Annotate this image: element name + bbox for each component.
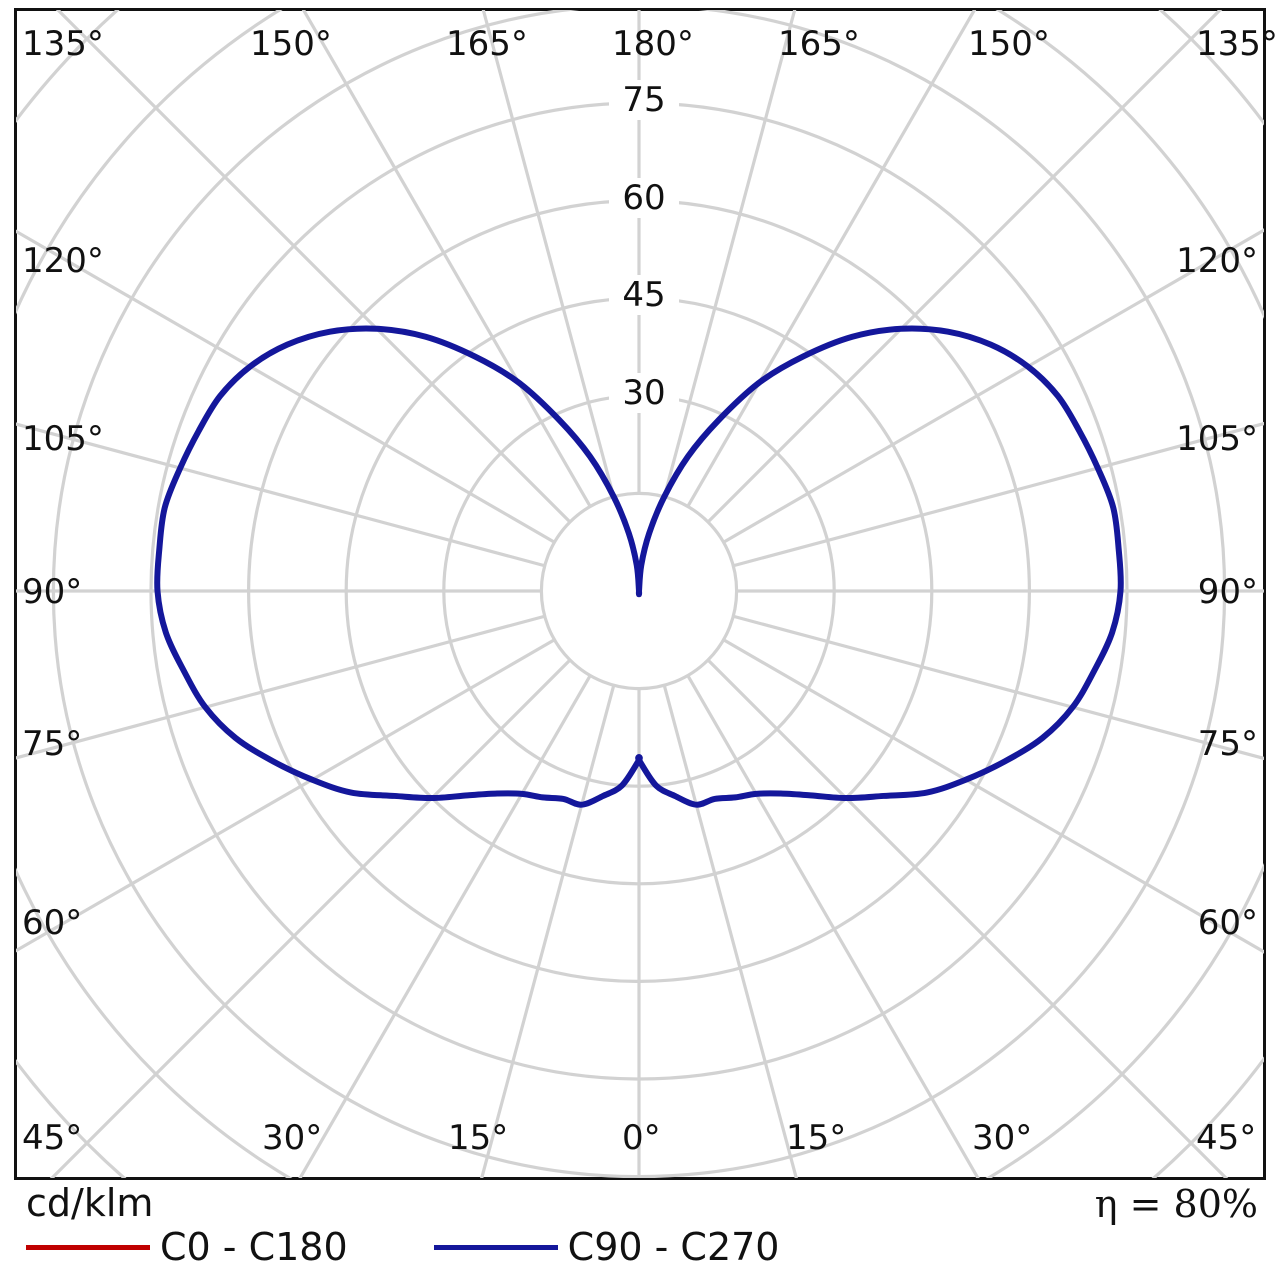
unit-label: cd/klm	[26, 1181, 154, 1225]
grid-spoke-120-left	[16, 229, 556, 544]
angle-label-right-3: 75°	[1197, 724, 1258, 764]
grid-spoke-60-right	[722, 638, 1264, 954]
legend-label-c0-c180: C0 - C180	[160, 1225, 348, 1269]
grid-spoke-150-right	[686, 10, 977, 508]
angle-label-left-3: 75°	[22, 724, 83, 764]
angle-label-right-2: 90°	[1197, 572, 1258, 612]
grid-spoke-75-right	[732, 614, 1264, 761]
angle-label-top-4: 165°	[778, 24, 860, 64]
angle-label-top-6: 135°	[1196, 24, 1278, 64]
angle-label-bottom-3: 0°	[622, 1118, 661, 1158]
angle-label-top-5: 150°	[968, 24, 1050, 64]
grid-spoke-60-left	[16, 638, 556, 953]
grid-spoke-105-left	[16, 422, 546, 568]
legend-label-c90-c270: C90 - C270	[567, 1225, 780, 1269]
radial-tick-60: 60	[609, 177, 679, 218]
legend-item-c0-c180: C0 - C180	[26, 1228, 348, 1266]
grid-spoke-75-left	[16, 614, 546, 760]
curve-c90-c270	[154, 325, 1124, 808]
intensity-curves	[154, 325, 1124, 808]
legend-swatch-c0-c180	[26, 1244, 150, 1250]
angle-label-bottom-6: 45°	[1196, 1118, 1257, 1158]
angle-label-bottom-5: 30°	[972, 1118, 1033, 1158]
angle-label-bottom-1: 30°	[262, 1118, 323, 1158]
legend: C0 - C180 C90 - C270	[26, 1228, 779, 1266]
chart-footer: cd/klm η = 80% C0 - C180 C90 - C270	[0, 1180, 1280, 1280]
grid-spoke-30-right	[686, 674, 980, 1178]
grid-spoke-30-left	[298, 674, 592, 1178]
grid-spoke-15-left	[480, 684, 616, 1178]
grid-spoke-45-left	[49, 658, 572, 1178]
angle-label-left-2: 90°	[22, 572, 83, 612]
grid-spoke-135-right	[706, 10, 1223, 524]
angle-label-left-4: 60°	[22, 903, 83, 943]
angle-label-right-0: 120°	[1176, 241, 1258, 281]
grid-spoke-105-right	[732, 421, 1264, 568]
legend-swatch-c90-c270	[433, 1244, 558, 1250]
radial-tick-30: 30	[609, 372, 679, 413]
grid-spoke-150-left	[301, 10, 592, 508]
grid-spoke-135-left	[55, 10, 572, 524]
angle-label-bottom-4: 15°	[786, 1118, 847, 1158]
angle-label-top-3: 180°	[612, 24, 694, 64]
radial-tick-75: 75	[609, 79, 679, 120]
angle-label-top-2: 165°	[446, 24, 528, 64]
angle-label-top-0: 135°	[22, 24, 104, 64]
angle-label-right-4: 60°	[1197, 903, 1258, 943]
radial-tick-45: 45	[609, 275, 679, 316]
grid-spoke-45-right	[706, 658, 1229, 1178]
grid-spoke-15-right	[662, 684, 798, 1178]
angle-label-bottom-0: 45°	[22, 1118, 83, 1158]
angle-label-left-0: 120°	[22, 241, 104, 281]
angle-label-right-1: 105°	[1176, 419, 1258, 459]
legend-spacer	[348, 1247, 434, 1248]
angle-label-left-1: 105°	[22, 419, 104, 459]
angle-label-bottom-2: 15°	[448, 1118, 509, 1158]
angle-label-top-1: 150°	[250, 24, 332, 64]
grid-spoke-165-right	[662, 10, 797, 498]
grid-spoke-120-right	[722, 228, 1264, 544]
grid-spoke-165-left	[481, 10, 616, 498]
efficiency-label: η = 80%	[1094, 1182, 1258, 1226]
legend-item-c90-c270: C90 - C270	[433, 1225, 780, 1269]
